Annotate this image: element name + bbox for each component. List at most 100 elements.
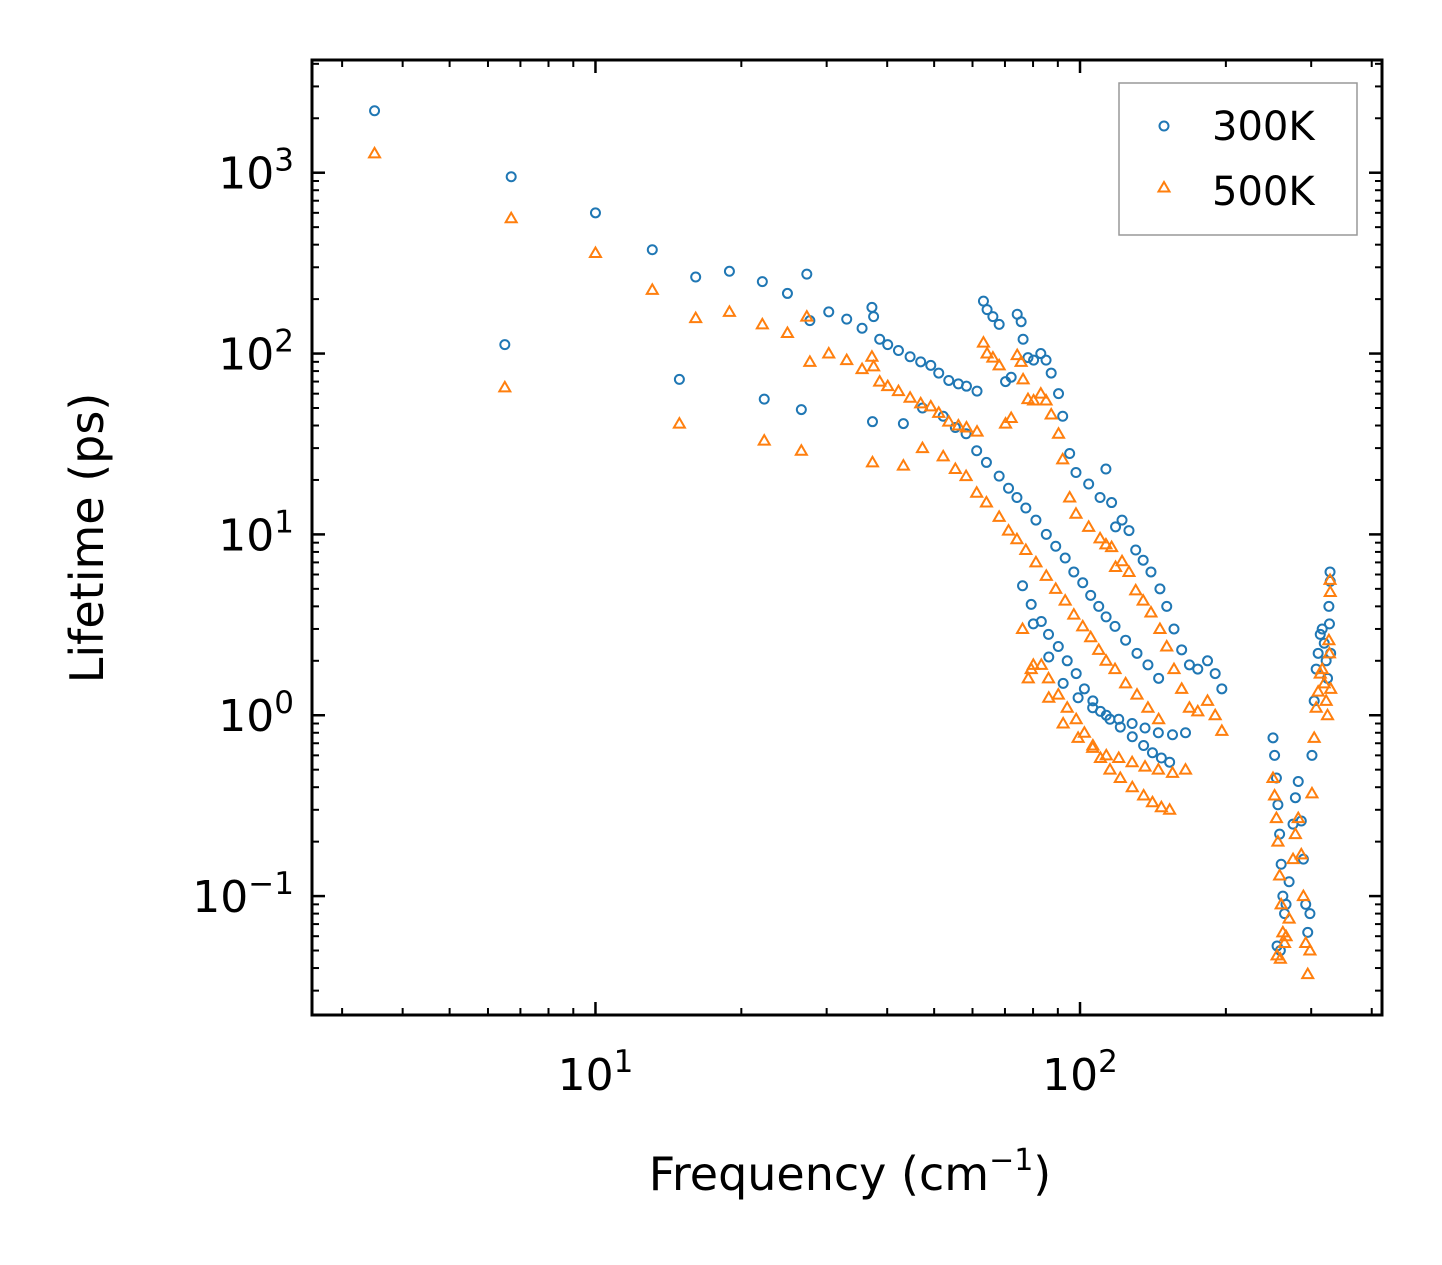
point-300K-32: [981, 304, 993, 316]
point-500K-109: [1154, 799, 1169, 813]
point-500K-26: [931, 405, 946, 418]
point-300K-25: [925, 359, 937, 371]
point-500K-60: [1159, 638, 1174, 652]
point-500K-25: [923, 398, 938, 412]
point-500K-42: [1033, 386, 1049, 399]
point-500K-2: [503, 210, 519, 224]
point-300K-120: [1167, 729, 1179, 741]
point-300K-96: [1043, 628, 1055, 640]
y-tick-label: 103: [218, 143, 294, 200]
point-300K-53: [1110, 521, 1122, 533]
point-300K-18: [868, 311, 880, 323]
point-500K-6: [688, 310, 703, 324]
point-500K-155: [1322, 645, 1337, 659]
point-300K-40: [1022, 352, 1034, 364]
point-500K-36: [1003, 410, 1019, 424]
point-300K-145: [1312, 647, 1324, 659]
point-500K-82: [1057, 593, 1073, 606]
point-300K-135: [1289, 792, 1301, 804]
legend-500k-marker: [1156, 180, 1172, 193]
point-500K-144: [1306, 730, 1322, 743]
point-300K-76: [1003, 482, 1015, 494]
point-300K-34: [993, 318, 1005, 330]
point-500K-32: [979, 346, 995, 359]
point-500K-34: [991, 357, 1007, 371]
point-500K-117: [1111, 750, 1126, 764]
point-500K-9: [757, 433, 772, 446]
point-500K-80: [1039, 568, 1054, 581]
point-500K-101: [1077, 725, 1092, 738]
point-500K-70: [935, 448, 951, 462]
point-300K-24: [915, 356, 927, 368]
point-500K-98: [1051, 687, 1066, 700]
point-500K-149: [1317, 675, 1332, 689]
point-300K-133: [1283, 876, 1295, 888]
point-500K-77: [1009, 531, 1025, 545]
point-300K-20: [874, 333, 886, 345]
point-300K-68: [897, 418, 909, 430]
point-500K-154: [1322, 584, 1338, 598]
point-300K-119: [1152, 727, 1164, 739]
point-500K-134: [1281, 911, 1297, 924]
y-tick-label: 101: [218, 504, 294, 561]
point-300K-57: [1137, 554, 1149, 566]
point-500K-0: [367, 145, 382, 159]
point-500K-137: [1291, 810, 1306, 824]
point-500K-146: [1310, 684, 1326, 697]
point-300K-121: [1180, 727, 1192, 739]
point-500K-116: [1099, 747, 1114, 761]
point-500K-15: [839, 352, 854, 366]
point-500K-50: [1092, 530, 1108, 544]
point-300K-6: [690, 271, 702, 283]
y-axis-title: Lifetime (ps): [60, 393, 114, 684]
point-300K-83: [1068, 566, 1080, 578]
point-300K-78: [1020, 502, 1032, 514]
point-500K-59: [1152, 621, 1168, 634]
point-500K-122: [1178, 762, 1193, 775]
point-500K-143: [1304, 785, 1320, 799]
point-500K-3: [588, 245, 603, 258]
point-300K-16: [856, 322, 868, 334]
point-500K-136: [1288, 826, 1303, 840]
point-300K-108: [1155, 752, 1167, 764]
point-500K-85: [1083, 629, 1098, 643]
point-500K-100: [1068, 711, 1084, 725]
point-300K-86: [1093, 600, 1105, 612]
legend-300k-label: 300K: [1212, 104, 1316, 150]
x-axis-title: Frequency (cm−1): [649, 1143, 1052, 1201]
point-300K-21: [882, 339, 894, 351]
point-500K-18: [866, 358, 881, 372]
point-500K-76: [1001, 523, 1016, 536]
point-500K-120: [1151, 762, 1166, 775]
point-500K-139: [1296, 888, 1311, 902]
point-300K-12: [801, 268, 813, 280]
point-300K-2: [505, 171, 517, 183]
point-300K-50: [1094, 491, 1106, 503]
point-300K-43: [1040, 354, 1052, 366]
point-500K-37: [1009, 347, 1025, 361]
point-500K-22: [891, 383, 906, 397]
series-500K: [367, 145, 1338, 980]
y-tick-label: 100: [218, 685, 294, 742]
point-300K-117: [1126, 718, 1138, 730]
point-500K-110: [1162, 802, 1177, 815]
point-500K-54: [1114, 553, 1130, 567]
point-500K-16: [854, 361, 870, 375]
x-tick-label: 101: [558, 1044, 634, 1101]
point-500K-68: [896, 458, 911, 471]
point-300K-99: [1070, 668, 1082, 680]
point-300K-109: [1164, 756, 1176, 768]
point-300K-79: [1030, 514, 1042, 526]
point-300K-111: [1043, 651, 1055, 663]
point-300K-4: [646, 244, 658, 256]
point-500K-56: [1128, 582, 1143, 596]
point-300K-14: [823, 306, 835, 318]
legend-box: [1118, 82, 1358, 236]
point-300K-39: [1017, 333, 1029, 345]
point-500K-119: [1137, 759, 1153, 772]
point-300K-55: [1123, 525, 1135, 537]
point-500K-51: [1098, 536, 1114, 550]
point-300K-91: [1142, 659, 1154, 671]
point-300K-123: [1269, 749, 1281, 761]
point-500K-13: [802, 354, 818, 367]
